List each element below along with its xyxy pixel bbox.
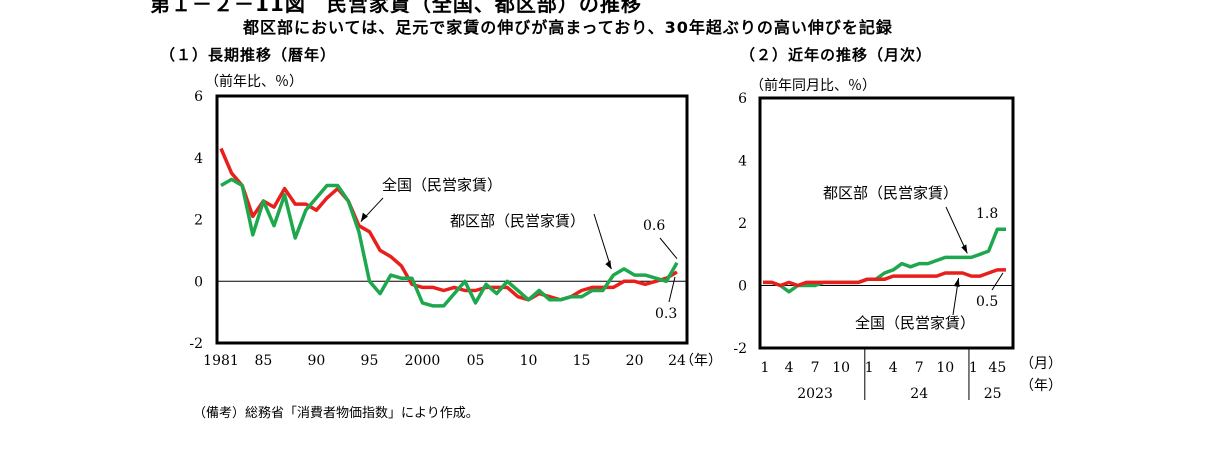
y-tick-label: 2 <box>738 216 747 232</box>
source-note: （備考）総務省「消費者物価指数」により作成。 <box>193 406 479 421</box>
month-tick-label: 45 <box>988 360 1006 376</box>
month-tick-label: 10 <box>936 360 954 376</box>
monthly-chart-heading: （２）近年の推移（月次） <box>740 46 933 64</box>
y-tick-label: -2 <box>189 336 203 352</box>
figure-title: 第１－２－11図 民営家賃（全国、都区部）の推移 <box>150 0 642 16</box>
year-label: 24 <box>910 386 928 400</box>
plot-frame <box>215 94 689 345</box>
series-line-national <box>763 268 1006 288</box>
y-axis-label: （前年同月比、％） <box>750 77 876 94</box>
x-tick-label: 24 <box>668 353 686 369</box>
month-tick-label: 1 <box>761 360 770 376</box>
annotation-tokyo-arrow <box>593 213 612 270</box>
y-tick-label: 0 <box>738 279 747 295</box>
month-tick-label: 1 <box>865 360 874 376</box>
x-tick-label: 95 <box>361 353 379 369</box>
x-axis-month-unit: （月） <box>1020 356 1062 372</box>
x-tick-label: 90 <box>308 353 326 369</box>
annotation-national-label: 全国（民営家賃） <box>382 176 502 194</box>
annotation-national-leader <box>991 272 1004 291</box>
month-tick-label: 7 <box>915 360 924 376</box>
y-tick-label: 6 <box>738 91 747 107</box>
annotation-national-value: 0.3 <box>655 306 677 322</box>
annotation-national-label: 全国（民営家賃） <box>855 314 975 332</box>
y-tick-label: 0 <box>194 274 203 290</box>
x-tick-label: 1981 <box>203 353 239 369</box>
x-axis-unit-label: （年） <box>680 353 722 369</box>
month-tick-label: 7 <box>811 360 820 376</box>
year-label: 25 <box>984 386 1002 400</box>
annotation-national-arrowhead <box>953 278 960 287</box>
plot-frame <box>758 96 1015 350</box>
long-term-chart-heading: （１）長期推移（暦年） <box>160 46 337 64</box>
x-tick-label: 05 <box>467 353 485 369</box>
month-tick-label: 4 <box>785 360 794 376</box>
x-tick-label: 20 <box>626 353 644 369</box>
x-tick-label: 2000 <box>405 353 441 369</box>
annotation-tokyo-arrow <box>945 206 968 254</box>
annotation-national-leader <box>668 276 676 303</box>
x-tick-label: 10 <box>520 353 538 369</box>
y-tick-label: 2 <box>194 213 203 229</box>
month-tick-label: 4 <box>889 360 898 376</box>
annotation-national-arrowhead <box>360 212 368 222</box>
y-tick-label: -2 <box>733 341 747 357</box>
x-axis-year-unit: （年） <box>1020 378 1062 394</box>
annotation-tokyo-value: 1.8 <box>976 206 998 222</box>
annotation-tokyo-label: 都区部（民営家賃） <box>823 184 958 202</box>
annotation-tokyo-label: 都区部（民営家賃） <box>450 212 585 230</box>
figure-subtitle: 都区部においては、足元で家賃の伸びが高まっており、30年超ぶりの高い伸びを記録 <box>243 18 893 37</box>
annotation-tokyo-value: 0.6 <box>643 218 665 234</box>
y-tick-label: 4 <box>194 151 203 167</box>
annotation-tokyo-leader <box>659 237 678 260</box>
y-tick-label: 6 <box>194 89 203 105</box>
series-line-tokyo <box>220 177 679 308</box>
annotation-national-value: 0.5 <box>976 294 998 310</box>
month-tick-label: 10 <box>832 360 850 376</box>
y-axis-label: （前年比、％） <box>205 73 303 90</box>
x-tick-label: 85 <box>255 353 273 369</box>
annotation-tokyo-arrowhead <box>961 244 968 254</box>
x-tick-label: 15 <box>573 353 591 369</box>
annotation-tokyo-arrowhead <box>605 260 612 270</box>
year-label: 2023 <box>797 386 833 400</box>
series-line-national <box>219 147 678 302</box>
series-line-tokyo <box>763 227 1006 294</box>
month-tick-label: 1 <box>969 360 978 376</box>
y-tick-label: 4 <box>738 154 747 170</box>
